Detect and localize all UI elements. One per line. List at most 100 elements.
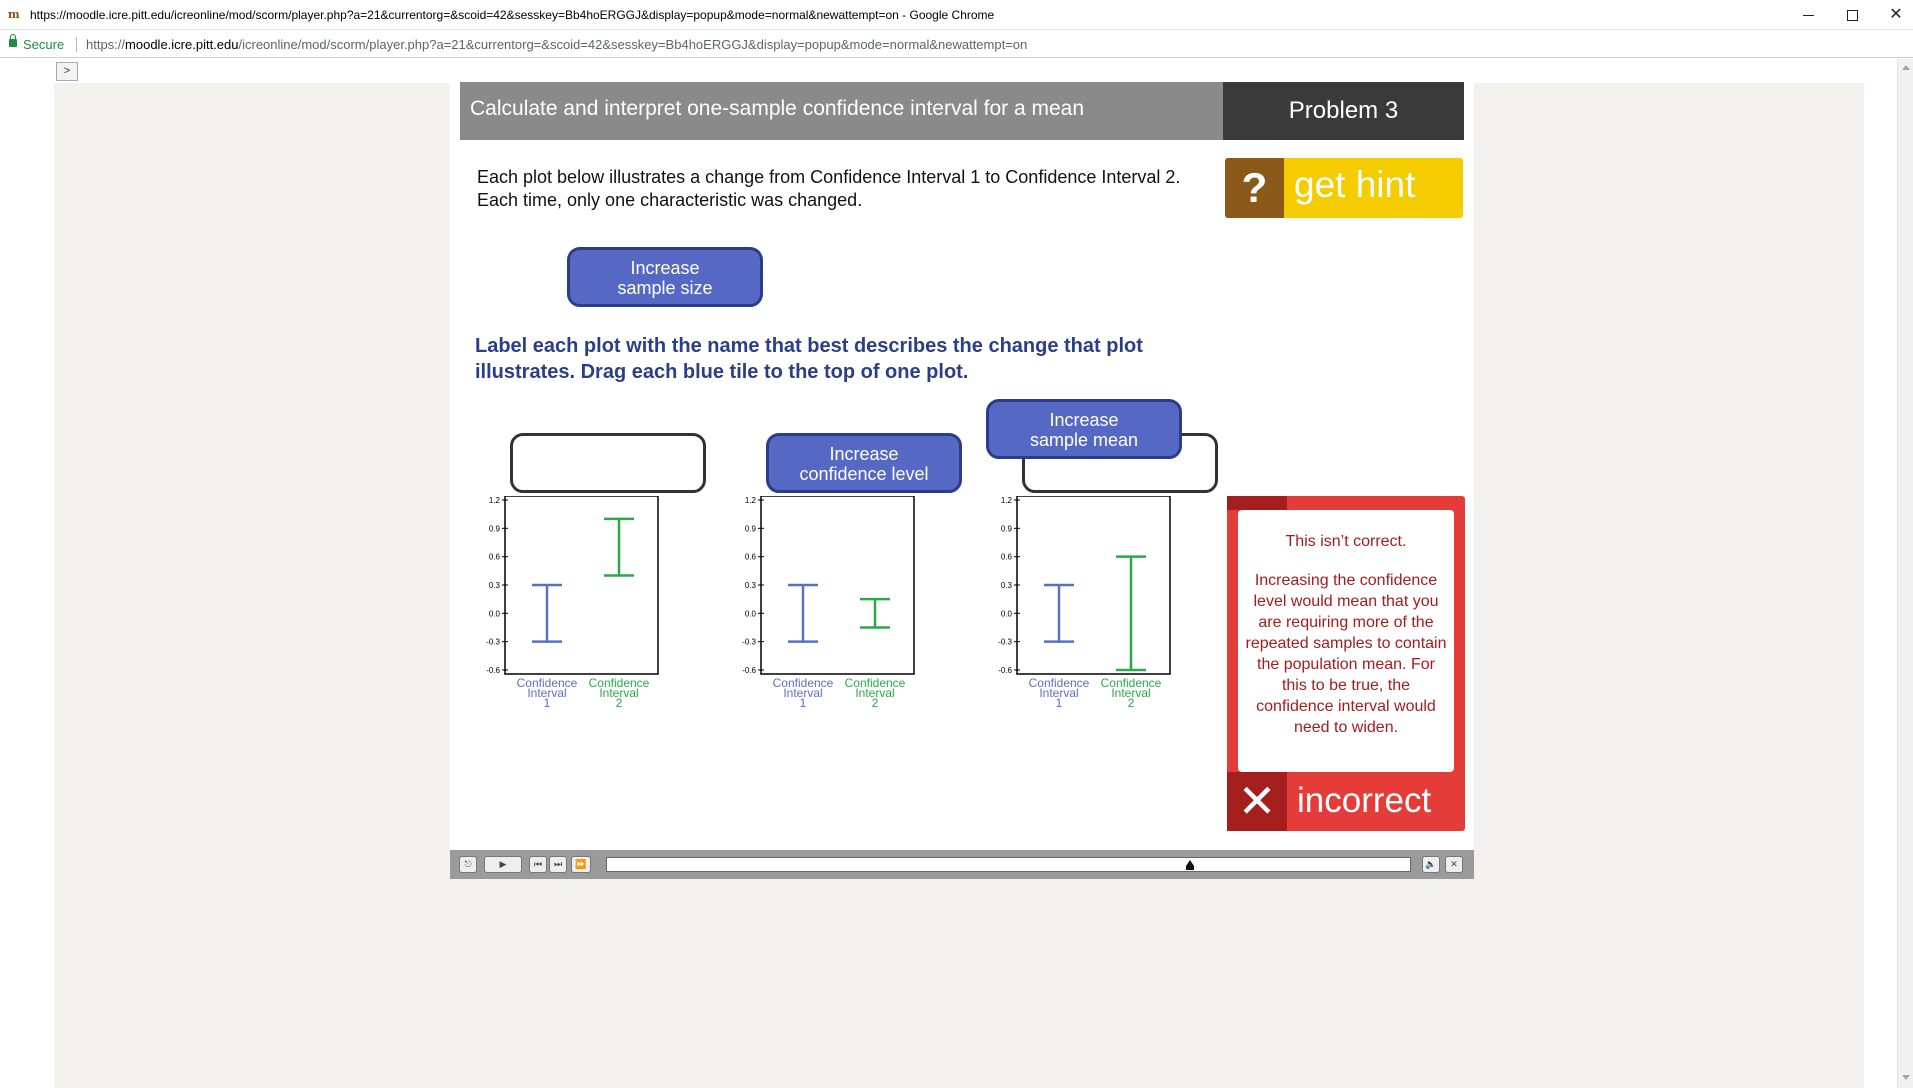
y-tick-label: 1.2 — [745, 496, 757, 505]
x-category-word: Interval — [527, 686, 566, 700]
y-tick-label: -0.6 — [998, 666, 1012, 675]
page-viewport: > Calculate and interpret one-sample con… — [0, 59, 1913, 1088]
secure-label: Secure — [23, 37, 65, 52]
y-tick-label: 0.9 — [489, 524, 501, 533]
tile-line-1: Increase — [630, 258, 700, 278]
y-tick-label: 0.6 — [489, 553, 501, 562]
play-button[interactable]: ▶ — [484, 856, 522, 873]
ci-plot-svg: 1.2 0.9 0.6 0.3 0.0 -0.3 -0.6 Confidence Interva… — [742, 496, 915, 710]
x-category-word: 2 — [616, 696, 623, 710]
y-tick-label: 0.3 — [1001, 581, 1013, 590]
address-separator — [76, 37, 77, 52]
y-tick-label: 1.2 — [489, 496, 501, 505]
page-scrollbar[interactable] — [1897, 59, 1913, 1088]
playback-scrubber-icon[interactable] — [1186, 860, 1194, 866]
x-category-word: Interval — [855, 686, 894, 700]
x-category-word: 2 — [872, 696, 879, 710]
url-path: /icreonline/mod/scorm/player.php?a=21&cu… — [238, 37, 1028, 52]
player-control-bar: ⎋ ▶ ⏮ ⏭ ⏩ 🔈 ✕ — [450, 850, 1474, 879]
intro-text: Each plot below illustrates a change fro… — [477, 166, 1237, 212]
tile-line-2: sample mean — [1029, 430, 1139, 450]
scroll-down-icon[interactable] — [1902, 1075, 1910, 1080]
y-tick-label: 0.3 — [489, 581, 501, 590]
minimize-button[interactable] — [1786, 0, 1830, 30]
close-player-button[interactable]: ✕ — [1445, 856, 1463, 873]
x-category-word: Confidence — [1029, 676, 1090, 690]
exit-button[interactable]: ⎋ — [459, 856, 477, 873]
url-host: moodle.icre.pitt.edu — [125, 37, 239, 52]
intro-line-2: Each time, only one characteristic was c… — [477, 190, 863, 210]
window-title: https://moodle.icre.pitt.edu/icreonline/… — [30, 8, 995, 22]
x-category-label: Confidence Interval 2 — [1101, 676, 1162, 710]
tile-line-1: Increase — [829, 444, 899, 464]
y-tick-label: 0.3 — [745, 581, 757, 590]
browser-title-bar: m https://moodle.icre.pitt.edu/icreonlin… — [0, 0, 1913, 30]
plot-frame — [504, 496, 659, 675]
previous-slide-button[interactable]: ⏮ — [529, 856, 547, 873]
x-category-word: Interval — [783, 686, 822, 700]
ci-plot-2: 1.2 0.9 0.6 0.3 0.0 -0.3 -0.6 Confidence Interva… — [730, 496, 940, 776]
playback-progress-bar[interactable] — [606, 857, 1411, 872]
get-hint-label: get hint — [1294, 164, 1416, 205]
x-category-label: Confidence Interval 1 — [773, 676, 834, 710]
y-tick-label: 0.9 — [745, 524, 757, 533]
feedback-message-box: This isn’t correct. Increasing the confi… — [1238, 510, 1454, 772]
ci-plot-3: 1.2 0.9 0.6 0.3 0.0 -0.3 -0.6 Confidence Interva… — [986, 496, 1196, 776]
feedback-body: Increasing the confidence level would me… — [1245, 572, 1447, 736]
feedback-panel: This isn’t correct. Increasing the confi… — [1227, 496, 1465, 831]
x-category-word: Confidence — [589, 676, 650, 690]
x-category-word: Confidence — [517, 676, 578, 690]
maximize-button[interactable] — [1830, 0, 1874, 30]
volume-button[interactable]: 🔈 — [1422, 856, 1440, 873]
y-tick-label: 0.0 — [489, 609, 501, 618]
problem-label: Problem 3 — [1288, 97, 1399, 124]
get-hint-button[interactable]: ? get hint — [1225, 158, 1463, 218]
x-category-label: Confidence Interval 2 — [845, 676, 906, 710]
x-category-word: 1 — [800, 696, 807, 710]
x-category-word: Interval — [599, 686, 638, 700]
feedback-title: This isn’t correct. — [1285, 533, 1407, 550]
next-slide-button[interactable]: ⏭ — [549, 856, 567, 873]
x-category-word: Interval — [1039, 686, 1078, 700]
tile-increase-confidence-level[interactable]: Increase confidence level — [766, 433, 962, 493]
lock-icon — [9, 34, 17, 47]
tile-line-1: Increase — [1049, 410, 1119, 430]
y-tick-label: -0.6 — [742, 666, 756, 675]
ci-plot-1: 1.2 0.9 0.6 0.3 0.0 -0.3 -0.6 Confidence Interva… — [474, 496, 684, 776]
instruction-line-2: illustrates. Drag each blue tile to the … — [475, 361, 969, 383]
toggle-toc-button[interactable]: > — [56, 62, 78, 81]
plot-frame — [760, 496, 915, 675]
incorrect-x-icon: ✕ — [1227, 772, 1287, 831]
x-category-word: 2 — [1128, 696, 1135, 710]
y-tick-label: 0.6 — [745, 553, 757, 562]
x-category-label: Confidence Interval 1 — [1029, 676, 1090, 710]
instruction-line-1: Label each plot with the name that best … — [475, 335, 1143, 357]
y-tick-label: -0.3 — [742, 638, 756, 647]
url-text[interactable]: https://moodle.icre.pitt.edu/icreonline/… — [86, 37, 1027, 52]
playback-scrubber-base[interactable] — [1186, 866, 1194, 870]
scroll-up-icon[interactable] — [1902, 65, 1910, 70]
moodle-favicon-icon: m — [8, 8, 20, 21]
tile-increase-sample-mean[interactable]: Increase sample mean — [986, 399, 1182, 459]
feedback-verdict: incorrect — [1297, 781, 1432, 820]
drop-target-plot-1[interactable] — [510, 433, 706, 493]
address-bar[interactable]: Secure https://moodle.icre.pitt.edu/icre… — [0, 31, 1913, 58]
y-tick-label: 0.0 — [1001, 609, 1013, 618]
y-tick-label: 0.0 — [745, 609, 757, 618]
plot-frame — [1016, 496, 1171, 675]
x-category-word: Interval — [1111, 686, 1150, 700]
url-scheme: https:// — [86, 37, 126, 52]
fast-forward-button[interactable]: ⏩ — [571, 856, 591, 873]
intro-line-1: Each plot below illustrates a change fro… — [477, 167, 1181, 187]
tile-line-2: confidence level — [799, 464, 929, 484]
tile-increase-sample-size[interactable]: Increase sample size — [567, 247, 763, 307]
lesson-slide: Calculate and interpret one-sample confi… — [450, 82, 1474, 852]
close-window-button[interactable]: ✕ — [1889, 6, 1903, 23]
feedback-top-accent — [1227, 496, 1287, 510]
left-gutter — [0, 59, 54, 1088]
x-category-word: 1 — [544, 696, 551, 710]
y-tick-label: -0.6 — [486, 666, 500, 675]
x-category-label: Confidence Interval 2 — [589, 676, 650, 710]
